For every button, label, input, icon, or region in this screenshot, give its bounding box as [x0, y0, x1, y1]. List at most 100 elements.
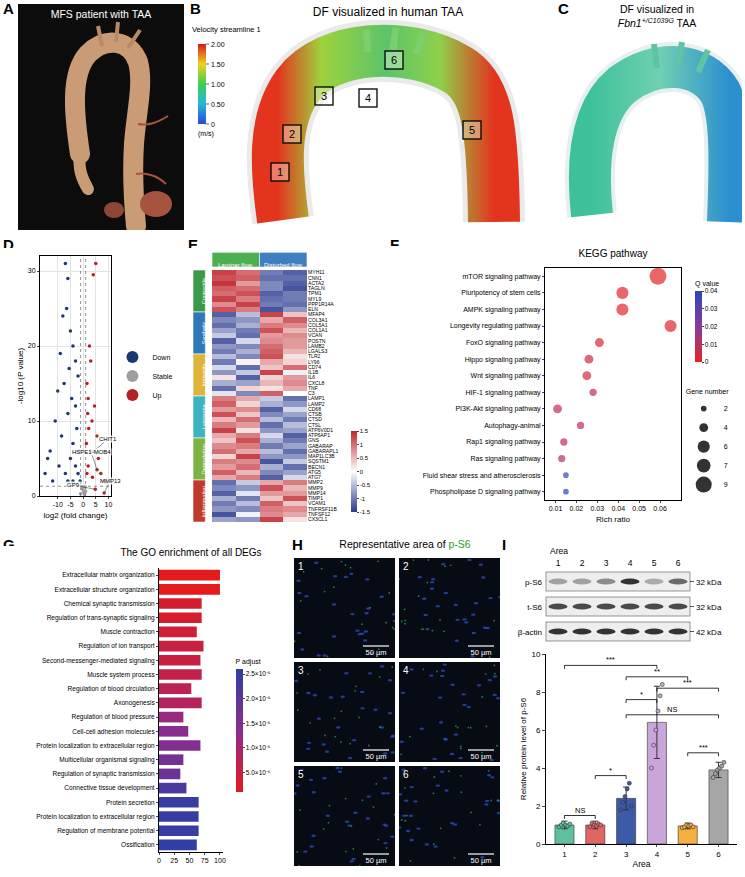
svg-text:Connective tissue development: Connective tissue development — [64, 784, 155, 792]
svg-text:Regulation of synaptic transmi: Regulation of synaptic transmission — [52, 770, 155, 778]
svg-text:MMP13: MMP13 — [100, 478, 121, 484]
svg-text:ATP6V0D1: ATP6V0D1 — [308, 427, 333, 433]
svg-text:32 kDa: 32 kDa — [696, 603, 722, 612]
svg-text:50 µm: 50 µm — [366, 648, 387, 657]
svg-text:Up: Up — [152, 392, 161, 400]
svg-text:p-S6: p-S6 — [525, 578, 542, 587]
svg-text:COL1A1: COL1A1 — [308, 327, 328, 333]
svg-text:Ossification: Ossification — [121, 841, 155, 848]
svg-text:6: 6 — [676, 558, 681, 568]
svg-text:2: 2 — [403, 561, 409, 572]
svg-text:AMPK signaling pathway: AMPK signaling pathway — [463, 306, 541, 314]
svg-text:0: 0 — [705, 358, 709, 365]
svg-text:0.50: 0.50 — [211, 101, 225, 108]
svg-text:1.5: 1.5 — [360, 428, 369, 434]
svg-text:TIMP1: TIMP1 — [308, 495, 323, 501]
svg-text:42 kDa: 42 kDa — [696, 628, 722, 637]
svg-text:Area: Area — [633, 859, 651, 869]
svg-text:1: 1 — [360, 442, 364, 448]
svg-text:0: 0 — [360, 469, 364, 475]
svg-text:CTSB: CTSB — [308, 411, 322, 417]
svg-text:50: 50 — [186, 857, 194, 864]
svg-text:Down: Down — [152, 354, 170, 361]
svg-text:Protein localization to extrac: Protein localization to extracellular re… — [36, 742, 155, 750]
svg-text:2: 2 — [724, 405, 728, 412]
svg-text:LAMP2: LAMP2 — [308, 401, 325, 407]
svg-text:6: 6 — [716, 850, 721, 859]
svg-text:NS: NS — [575, 806, 585, 815]
svg-text:CTSL: CTSL — [308, 422, 321, 428]
svg-text:MFAP4: MFAP4 — [308, 311, 325, 317]
svg-text:2.5×10⁻⁵: 2.5×10⁻⁵ — [246, 670, 271, 677]
svg-text:Pluripotency of stem cells: Pluripotency of stem cells — [461, 289, 541, 297]
svg-text:Stable: Stable — [152, 373, 172, 380]
svg-text:0.04: 0.04 — [611, 505, 625, 512]
svg-text:Regulation of blood pressure: Regulation of blood pressure — [72, 713, 155, 721]
svg-text:Longevity regulating pathway: Longevity regulating pathway — [450, 322, 541, 330]
svg-text:4: 4 — [365, 92, 371, 104]
svg-text:50 µm: 50 µm — [471, 648, 492, 657]
svg-text:HSPE1-MOB4: HSPE1-MOB4 — [72, 449, 111, 455]
svg-text:1.5×10⁻⁵: 1.5×10⁻⁵ — [246, 720, 271, 727]
svg-text:0.03: 0.03 — [590, 505, 604, 512]
svg-text:t-S6: t-S6 — [527, 603, 542, 612]
svg-text:30: 30 — [28, 267, 36, 274]
svg-text:Muscle system process: Muscle system process — [87, 671, 155, 679]
svg-text:TLR2: TLR2 — [308, 353, 321, 359]
svg-text:2: 2 — [289, 128, 295, 140]
svg-text:-1.5: -1.5 — [360, 509, 371, 515]
svg-text:Contractile: Contractile — [201, 278, 207, 304]
svg-text:0.02: 0.02 — [570, 505, 584, 512]
svg-text:(m/s): (m/s) — [198, 130, 214, 138]
svg-text:*: * — [640, 690, 643, 699]
svg-text:LGALS3: LGALS3 — [308, 348, 327, 354]
svg-text:log2 (fold change): log2 (fold change) — [43, 511, 107, 520]
svg-text:Axonogenesis: Axonogenesis — [114, 699, 156, 707]
svg-text:75: 75 — [201, 857, 209, 864]
svg-text:MYL9: MYL9 — [308, 296, 321, 302]
svg-text:CTSD: CTSD — [308, 416, 322, 422]
svg-text:4: 4 — [403, 665, 409, 676]
svg-text:Immunity: Immunity — [201, 364, 207, 387]
svg-text:100: 100 — [214, 857, 226, 864]
svg-text:-1: -1 — [360, 496, 366, 502]
svg-text:6: 6 — [724, 443, 728, 450]
svg-text:-10: -10 — [53, 501, 63, 508]
svg-text:10: 10 — [28, 417, 36, 424]
svg-text:3: 3 — [624, 850, 629, 859]
svg-text:0.01: 0.01 — [549, 505, 563, 512]
svg-text:POSTN: POSTN — [308, 338, 326, 344]
svg-text:MYH11: MYH11 — [308, 269, 325, 275]
svg-text:4: 4 — [628, 558, 633, 568]
svg-text:BECN1: BECN1 — [308, 464, 325, 470]
svg-text:LY96: LY96 — [308, 359, 320, 365]
svg-text:*: * — [609, 766, 612, 775]
svg-text:GP9: GP9 — [67, 482, 80, 488]
svg-text:**: ** — [654, 667, 660, 676]
svg-text:LAMB2: LAMB2 — [308, 343, 325, 349]
svg-text:ACTA2: ACTA2 — [308, 280, 324, 286]
svg-text:P adjust: P adjust — [236, 658, 261, 666]
svg-text:Lysosome: Lysosome — [201, 404, 207, 429]
svg-text:2.00: 2.00 — [211, 41, 225, 48]
svg-text:Protein secretion: Protein secretion — [106, 799, 155, 806]
svg-text:Multicellular organismal signa: Multicellular organismal signaling — [59, 756, 155, 764]
svg-text:0.5: 0.5 — [360, 455, 369, 461]
svg-text:50 µm: 50 µm — [471, 752, 492, 761]
svg-text:Phospholipase D signaling path: Phospholipase D signaling pathway — [430, 488, 541, 496]
svg-text:Fluid shear stress and atheros: Fluid shear stress and atherosclerosis — [423, 472, 541, 479]
svg-text:20: 20 — [28, 342, 36, 349]
svg-text:25: 25 — [170, 857, 178, 864]
svg-text:***: *** — [606, 655, 615, 664]
svg-text:5: 5 — [652, 558, 657, 568]
svg-text:5: 5 — [298, 769, 304, 780]
svg-text:-0.5: -0.5 — [360, 482, 371, 488]
svg-text:KEGG pathway: KEGG pathway — [579, 248, 648, 259]
svg-text:5: 5 — [94, 501, 98, 508]
svg-text:VCAM1: VCAM1 — [308, 500, 326, 506]
svg-text:PI3K-Akt signaling pathway: PI3K-Akt signaling pathway — [455, 405, 541, 413]
svg-text:The GO enrichment of all DEGs: The GO enrichment of all DEGs — [120, 547, 261, 558]
svg-text:Laminar flow: Laminar flow — [218, 262, 253, 268]
svg-text:7: 7 — [724, 462, 728, 469]
svg-text:Rap1 signaling pathway: Rap1 signaling pathway — [466, 438, 541, 446]
